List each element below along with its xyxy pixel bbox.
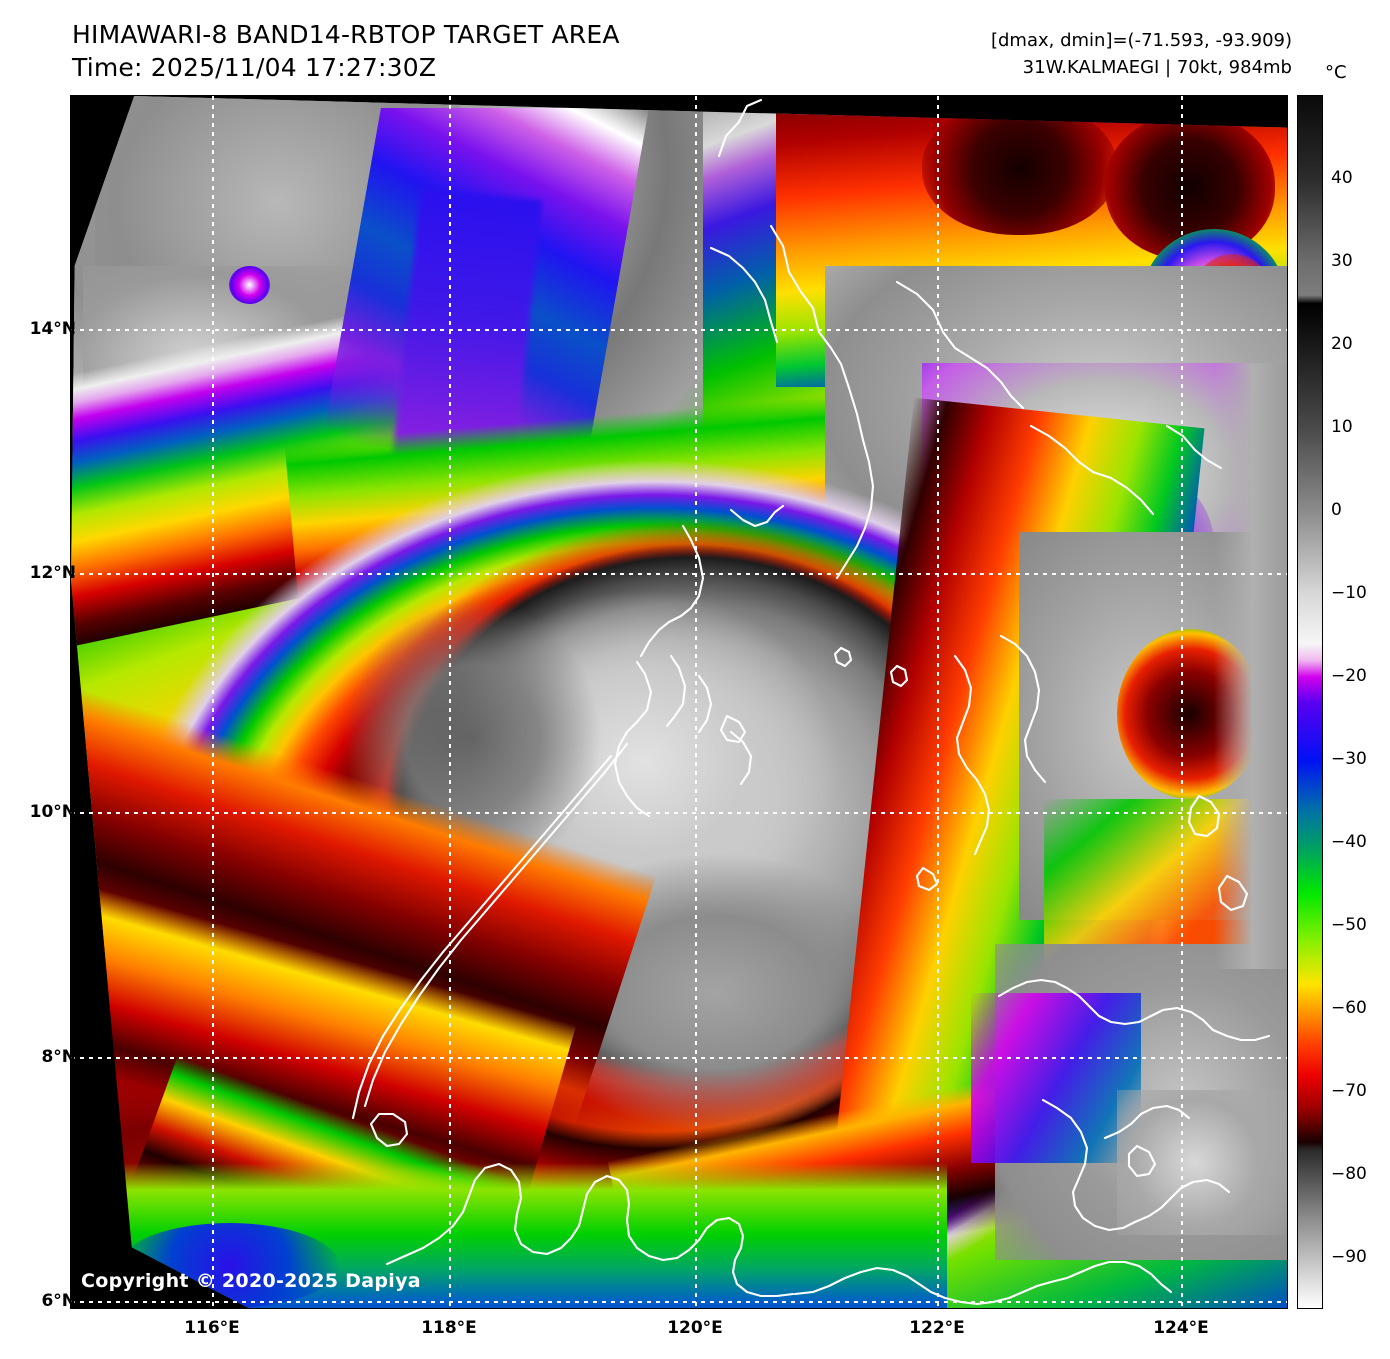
ytick-14n: 14°N <box>29 319 76 339</box>
gridline-lat-8 <box>71 1057 1287 1059</box>
storm-intensity-label: 31W.KALMAEGI | 70kt, 984mb <box>1022 57 1292 78</box>
xtick-124e: 124°E <box>1153 1318 1209 1338</box>
cbar-tick-m30: −30 <box>1331 749 1367 769</box>
colorbar-unit-label: °C <box>1325 62 1347 83</box>
cbar-tick-m50: −50 <box>1331 915 1367 935</box>
gridline-lon-120 <box>695 96 697 1308</box>
gridline-lon-122 <box>937 96 939 1308</box>
satellite-image-plot: Copyright © 2020-2025 Dapiya <box>70 95 1288 1309</box>
gridline-lat-12 <box>71 573 1287 575</box>
dmax-dmin-label: [dmax, dmin]=(-71.593, -93.909) <box>990 30 1292 51</box>
ir-brightness-temperature-field <box>71 96 1287 1308</box>
xtick-116e: 116°E <box>184 1318 240 1338</box>
cbar-tick-m80: −80 <box>1331 1164 1367 1184</box>
gridline-lon-124 <box>1181 96 1183 1308</box>
ytick-6n: 6°N <box>41 1291 76 1311</box>
xtick-120e: 120°E <box>667 1318 723 1338</box>
colorbar <box>1297 95 1323 1309</box>
xtick-118e: 118°E <box>421 1318 477 1338</box>
gridline-lon-116 <box>212 96 214 1308</box>
cbar-tick-30: 30 <box>1331 251 1353 271</box>
gridline-lon-118 <box>449 96 451 1308</box>
cbar-tick-20: 20 <box>1331 334 1353 354</box>
page-title: HIMAWARI-8 BAND14-RBTOP TARGET AREA <box>72 20 620 49</box>
cbar-tick-m10: −10 <box>1331 583 1367 603</box>
cbar-tick-m70: −70 <box>1331 1081 1367 1101</box>
xtick-122e: 122°E <box>909 1318 965 1338</box>
metadata-block: [dmax, dmin]=(-71.593, -93.909) 31W.KALM… <box>991 30 1292 78</box>
copyright-label: Copyright © 2020-2025 Dapiya <box>81 1270 421 1292</box>
cbar-tick-0: 0 <box>1331 500 1342 520</box>
cbar-tick-m40: −40 <box>1331 832 1367 852</box>
gridline-lat-6 <box>71 1301 1287 1303</box>
cbar-tick-10: 10 <box>1331 417 1353 437</box>
cbar-tick-m20: −20 <box>1331 666 1367 686</box>
cbar-tick-m60: −60 <box>1331 998 1367 1018</box>
colorbar-gradient <box>1298 96 1322 1308</box>
title-block: HIMAWARI-8 BAND14-RBTOP TARGET AREA Time… <box>72 20 620 82</box>
gridline-lat-10 <box>71 812 1287 814</box>
cbar-tick-40: 40 <box>1331 168 1353 188</box>
ytick-10n: 10°N <box>29 802 76 822</box>
ytick-12n: 12°N <box>29 563 76 583</box>
ytick-8n: 8°N <box>41 1047 76 1067</box>
timestamp-label: Time: 2025/11/04 17:27:30Z <box>72 53 437 82</box>
gridline-lat-14 <box>71 329 1287 331</box>
cbar-tick-m90: −90 <box>1331 1247 1367 1267</box>
